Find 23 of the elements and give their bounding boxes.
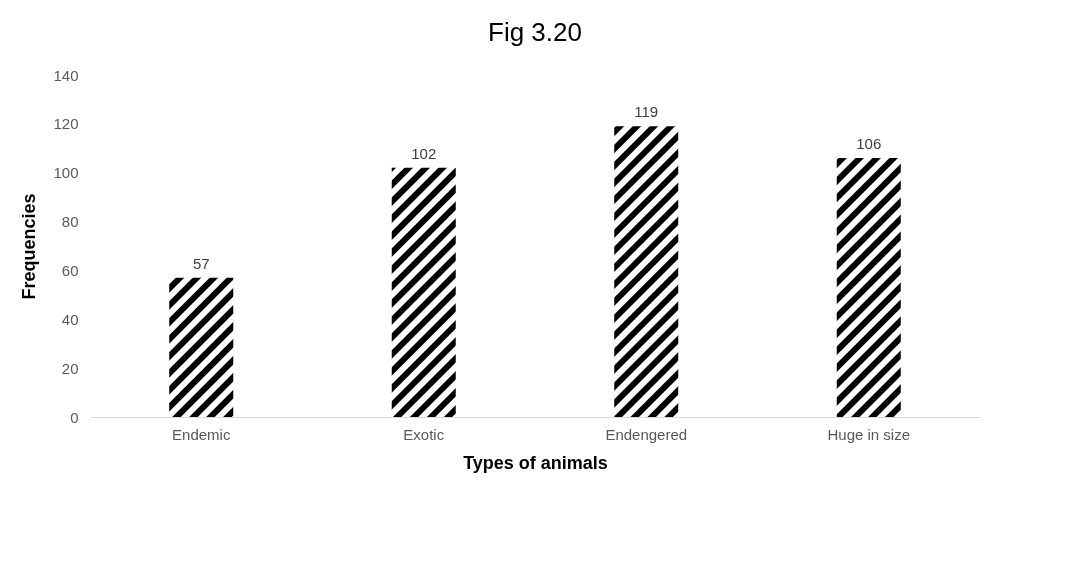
y-axis-title: Frequencies bbox=[19, 193, 40, 300]
x-tick-label: Endemic bbox=[172, 425, 231, 443]
y-tick-label: 100 bbox=[53, 164, 79, 182]
x-tick-label: Exotic bbox=[403, 425, 445, 443]
bar bbox=[614, 126, 679, 417]
y-tick-label: 80 bbox=[61, 213, 79, 231]
data-label: 102 bbox=[411, 144, 437, 162]
data-label: 57 bbox=[192, 254, 210, 272]
y-tick-label: 0 bbox=[70, 408, 79, 426]
bar bbox=[836, 158, 901, 417]
data-label: 119 bbox=[634, 103, 659, 121]
y-tick-label: 60 bbox=[61, 261, 79, 279]
y-tick-label: 20 bbox=[61, 359, 79, 377]
y-tick-label: 120 bbox=[53, 115, 79, 133]
x-tick-label: Endengered bbox=[605, 425, 688, 443]
bar bbox=[169, 277, 234, 417]
y-tick-label: 140 bbox=[53, 66, 79, 84]
data-label: 106 bbox=[856, 135, 882, 153]
chart-title: Fig 3.20 bbox=[488, 17, 582, 47]
x-tick-label: Huge in size bbox=[827, 425, 911, 443]
bar bbox=[391, 167, 456, 417]
y-tick-label: 40 bbox=[61, 310, 79, 328]
x-axis-title: Types of animals bbox=[463, 452, 608, 473]
